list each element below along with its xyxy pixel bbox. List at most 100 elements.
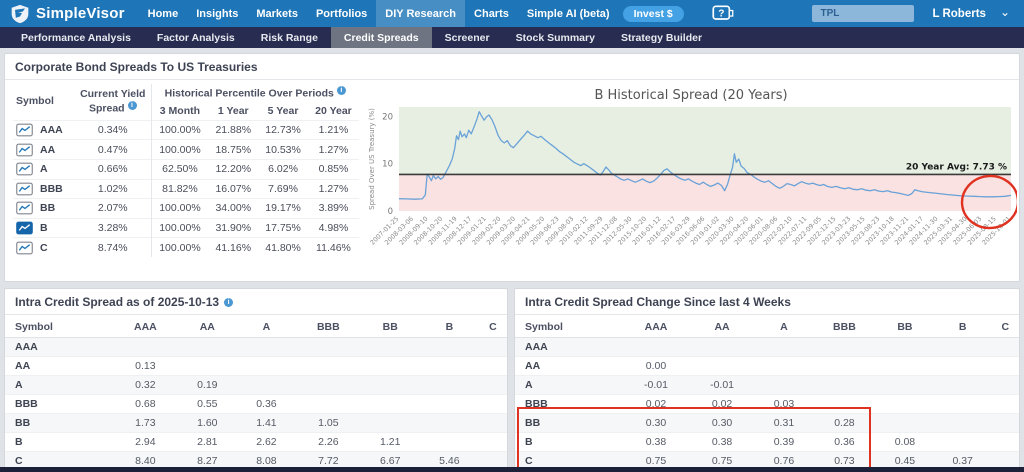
value-cell [236,337,296,357]
tab-performance-analysis[interactable]: Performance Analysis [21,31,131,44]
value-cell: 0.38 [623,432,690,452]
value-cell: 0.36 [812,432,877,452]
percentile-cell: 21.88% [208,119,259,140]
nav-item-diy-research[interactable]: DIY Research [376,0,466,27]
symbol-cell: A [13,158,75,180]
col-header-current-yield-spread: Current Yield Spread i [75,84,152,121]
brand-logo-icon [11,4,29,23]
value-cell: 0.13 [113,356,178,376]
line-chart-icon[interactable] [16,221,33,235]
nav-item-home[interactable]: Home [147,7,179,20]
value-cell: 1.73 [113,413,178,433]
symbol-cell: C [515,451,623,470]
main-content: Corporate Bond Spreads To US Treasuries … [0,48,1024,470]
value-cell: 0.00 [623,356,690,376]
intra-spread-table-body: AAA AA 0.13 A 0.32 0.19 BBB 0.68 0.55 0.36 BB 1.73 1… [5,337,507,470]
tab-credit-spreads[interactable]: Credit Spreads [330,27,432,48]
value-cell [419,375,479,395]
value-cell [478,356,507,376]
intra-change-table: Symbol AAA AA A BBB BB B C AAA AA 0.00 A -0.01 -0.01… [515,317,1019,470]
info-icon[interactable]: i [224,297,234,307]
line-chart-icon[interactable] [16,123,33,137]
value-cell [812,356,877,376]
col-header-symbol: Symbol [16,95,54,108]
info-icon[interactable]: i [336,86,346,95]
symbol-search-input[interactable] [812,5,915,22]
percentile-cell: 41.80% [258,237,308,257]
value-cell: 0.08 [876,432,934,452]
percentile-cell: 18.75% [208,139,259,160]
value-cell [419,337,479,357]
line-chart-icon[interactable] [16,241,33,255]
percentile-cell: 1.21% [307,119,359,140]
user-menu[interactable]: L Roberts ⌄ [932,6,1010,20]
intra-spread-row-bbb: BBB 0.68 0.55 0.36 [5,394,507,414]
line-chart-icon[interactable] [16,182,33,196]
intra-spread-row-bb: BB 1.73 1.60 1.41 1.05 [5,413,507,433]
chart-title: B Historical Spread (20 Years) [594,88,788,103]
spread-row-bb: BB 2.07% 100.00% 34.00% 19.17% 3.89% [13,198,359,219]
nav-item-simple-ai-beta[interactable]: Simple AI (beta) [526,7,610,20]
symbol-label: B [40,221,48,234]
percentile-cell: 12.20% [208,158,259,180]
intra-change-col-header-bbb: BBB [812,317,877,338]
symbol-cell: B [13,217,75,238]
sub-nav: Performance Analysis Factor Analysis Risk … [0,27,1024,48]
value-cell: 0.45 [876,451,934,470]
value-cell [478,413,507,433]
average-label: 20 Year Avg: 7.73 % [906,162,1007,172]
tab-risk-range[interactable]: Risk Range [260,31,318,44]
nav-item-markets[interactable]: Markets [256,7,298,20]
tab-strategy-builder[interactable]: Strategy Builder [620,31,703,44]
spread-history-chart: 0 10 20 Spread Over US Treasury (%) 20 Year … [368,107,1017,247]
tab-screener[interactable]: Screener [444,31,490,44]
line-chart-icon[interactable] [16,201,33,215]
nav-item-charts[interactable]: Charts [474,7,509,20]
value-cell [360,356,420,376]
percentile-cell: 10.53% [258,139,308,160]
value-cell [876,337,934,357]
value-cell: 8.08 [236,451,296,470]
help-icon[interactable]: ? [712,5,734,22]
yield-spread-cell: 2.07% [75,198,152,219]
value-cell: 8.40 [113,451,178,470]
value-cell: 0.39 [755,432,813,452]
yield-spread-cell: 0.66% [75,158,152,180]
panel-title: Corporate Bond Spreads To US Treasuries [5,54,1019,80]
col-header-historical-percentile-text: Historical Percentile Over Periods [164,87,334,100]
percentile-cell: 41.16% [208,237,259,257]
intra-spread-row-a: A 0.32 0.19 [5,375,507,395]
value-cell [933,375,992,395]
symbol-label: A [40,163,48,176]
value-cell [478,451,507,470]
value-cell [755,356,813,376]
info-icon[interactable]: i [127,101,137,111]
annotation-red-circle [960,174,1017,230]
invest-button[interactable]: Invest $ [622,5,684,22]
intra-change-row-aa: AA 0.00 [515,356,1019,376]
line-chart-icon[interactable] [16,162,33,176]
intra-change-table-head-row: Symbol AAA AA A BBB BB B C [515,317,1019,338]
panel-title-text: Corporate Bond Spreads To US Treasuries [15,60,258,74]
value-cell [991,394,1019,414]
line-chart-icon[interactable] [16,143,33,157]
percentile-cell: 62.50% [151,158,209,180]
value-cell [812,394,877,414]
value-cell: 0.36 [236,394,296,414]
tab-factor-analysis[interactable]: Factor Analysis [156,31,235,44]
symbol-cell: AA [5,356,113,376]
nav-item-portfolios[interactable]: Portfolios [315,7,368,20]
percentile-cell: 34.00% [208,198,259,219]
spread-row-bbb: BBB 1.02% 81.82% 16.07% 7.69% 1.27% [13,178,359,199]
tab-stock-summary[interactable]: Stock Summary [515,31,595,44]
spread-row-aaa: AAA 0.34% 100.00% 21.88% 12.73% 1.21% [13,119,359,140]
symbol-label: BB [40,202,56,215]
brand[interactable]: SimpleVisor [10,4,125,24]
value-cell: 0.28 [812,413,877,433]
corporate-bond-spreads-panel: Corporate Bond Spreads To US Treasuries … [4,53,1020,282]
intra-change-row-b: B 0.38 0.38 0.39 0.36 0.08 [515,432,1019,452]
nav-item-insights[interactable]: Insights [196,7,239,20]
value-cell [755,375,813,395]
value-cell [478,337,507,357]
value-cell: 0.30 [623,413,690,433]
